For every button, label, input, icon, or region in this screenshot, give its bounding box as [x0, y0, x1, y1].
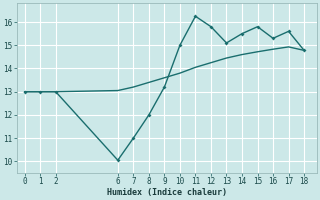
X-axis label: Humidex (Indice chaleur): Humidex (Indice chaleur)	[107, 188, 227, 197]
